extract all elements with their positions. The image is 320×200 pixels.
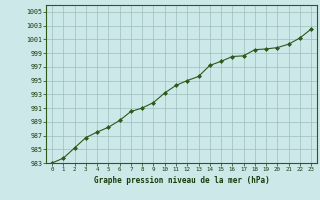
- X-axis label: Graphe pression niveau de la mer (hPa): Graphe pression niveau de la mer (hPa): [94, 176, 269, 185]
